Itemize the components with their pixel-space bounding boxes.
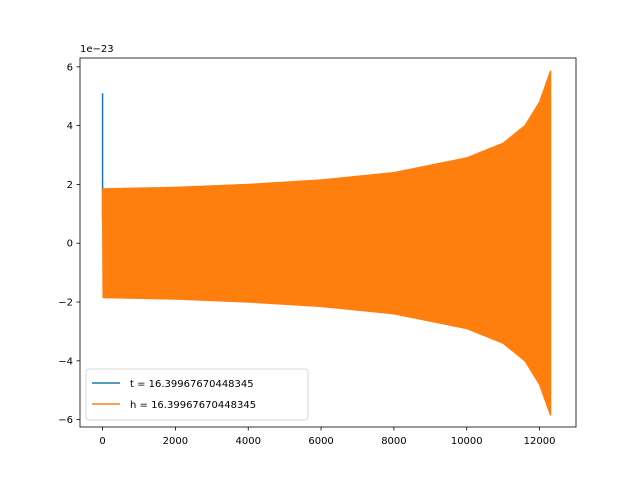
x-tick-label: 4000: [236, 436, 261, 447]
y-tick-label: 4: [67, 121, 73, 132]
series-line-h: [101, 70, 552, 416]
y-offset-label: 1e−23: [80, 44, 114, 55]
x-tick-label: 12000: [524, 436, 556, 447]
x-tick-label: 6000: [308, 436, 333, 447]
legend-label-h: h = 16.39967670448345: [130, 400, 256, 411]
y-tick-label: 0: [67, 239, 73, 250]
y-tick-label: −2: [58, 298, 73, 309]
legend-box: [85, 368, 309, 421]
y-axis: −6 −4 −2 0 2 4 6: [58, 62, 80, 426]
legend: t = 16.39967670448345 h = 16.39967670448…: [85, 368, 309, 421]
series-layer: [101, 70, 552, 416]
x-axis: 0 2000 4000 6000 8000 10000 12000: [99, 427, 555, 447]
y-tick-label: 6: [67, 62, 73, 73]
legend-label-t: t = 16.39967670448345: [130, 379, 254, 390]
x-tick-label: 8000: [381, 436, 406, 447]
x-tick-label: 2000: [163, 436, 188, 447]
y-tick-label: 2: [67, 180, 73, 191]
plot-frame: [79, 57, 577, 428]
y-tick-label: −4: [58, 356, 73, 367]
x-tick-label: 10000: [451, 436, 483, 447]
x-tick-label: 0: [99, 436, 105, 447]
y-tick-label: −6: [58, 415, 73, 426]
